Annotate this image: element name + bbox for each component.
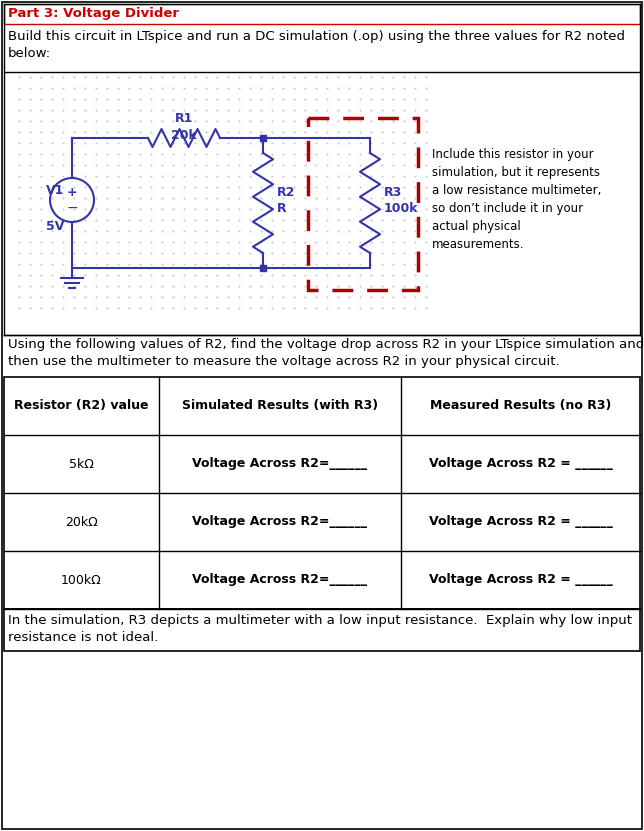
Text: R: R <box>277 201 287 214</box>
Text: Build this circuit in LTspice and run a DC simulation (.op) using the three valu: Build this circuit in LTspice and run a … <box>8 30 625 60</box>
Text: Voltage Across R2=______: Voltage Across R2=______ <box>193 458 368 470</box>
Bar <box>4 609 640 651</box>
Text: Voltage Across R2 = ______: Voltage Across R2 = ______ <box>429 573 612 587</box>
Bar <box>4 4 640 24</box>
Text: R1: R1 <box>175 111 193 125</box>
Text: Voltage Across R2 = ______: Voltage Across R2 = ______ <box>429 458 612 470</box>
Text: Measured Results (no R3): Measured Results (no R3) <box>430 400 611 412</box>
Text: Simulated Results (with R3): Simulated Results (with R3) <box>182 400 378 412</box>
Text: 20k: 20k <box>171 129 197 142</box>
Text: Voltage Across R2 = ______: Voltage Across R2 = ______ <box>429 515 612 529</box>
Text: V1: V1 <box>46 184 64 196</box>
Bar <box>14 72 430 318</box>
Text: −: − <box>66 201 78 215</box>
Text: Using the following values of R2, find the voltage drop across R2 in your LTspic: Using the following values of R2, find t… <box>8 338 644 368</box>
Text: R2: R2 <box>277 186 296 199</box>
Text: In the simulation, R3 depicts a multimeter with a low input resistance.  Explain: In the simulation, R3 depicts a multimet… <box>8 614 632 644</box>
Text: Voltage Across R2=______: Voltage Across R2=______ <box>193 573 368 587</box>
Text: 5kΩ: 5kΩ <box>69 458 94 470</box>
Text: +: + <box>67 186 77 199</box>
Text: 5V: 5V <box>46 219 64 233</box>
Text: R3: R3 <box>384 186 402 199</box>
Text: Voltage Across R2=______: Voltage Across R2=______ <box>193 515 368 529</box>
Bar <box>4 335 640 377</box>
Text: 100kΩ: 100kΩ <box>61 573 102 587</box>
Bar <box>4 377 640 609</box>
Bar <box>308 118 418 290</box>
Text: 20kΩ: 20kΩ <box>65 515 98 529</box>
Text: 100k: 100k <box>384 201 419 214</box>
Text: Include this resistor in your
simulation, but it represents
a low resistance mul: Include this resistor in your simulation… <box>432 148 601 251</box>
Text: Resistor (R2) value: Resistor (R2) value <box>14 400 149 412</box>
Text: Part 3: Voltage Divider: Part 3: Voltage Divider <box>8 7 179 21</box>
